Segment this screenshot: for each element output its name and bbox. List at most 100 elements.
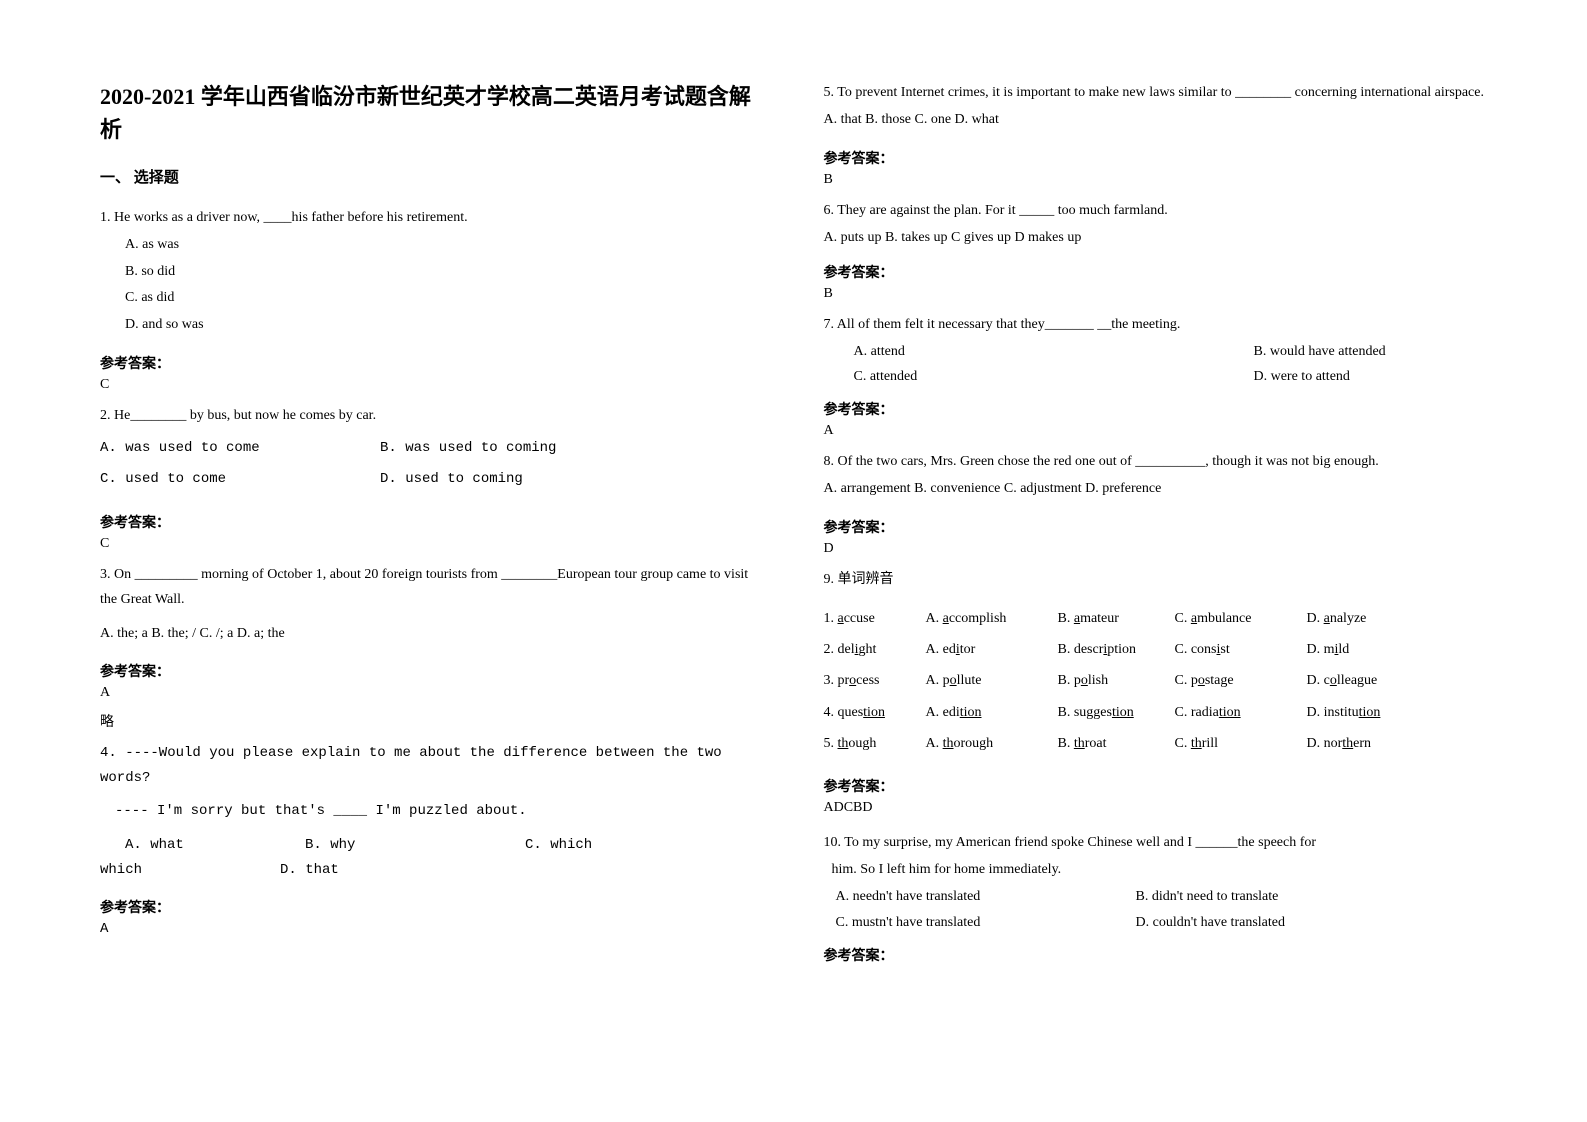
q8-options: A. arrangement B. convenience C. adjustm… [824,476,1488,503]
q8-answer: D [824,541,1488,557]
q3-answer: A [100,685,764,701]
question-10: 10. To my surprise, my American friend s… [824,830,1488,935]
q4-line2: ---- I'm sorry but that's ____ I'm puzzl… [115,799,764,824]
q10-opt-c: C. mustn't have translated [836,910,1136,935]
q9-r1-word: 1. accuse [824,606,904,631]
q9-r2-a: A. editor [926,637,1036,662]
q9-r5-c: C. thrill [1175,731,1285,756]
q4-answer: A [100,921,764,937]
q1-opt-d: D. and so was [125,312,764,339]
q5-answer: B [824,172,1488,188]
q9-r4-word: 4. question [824,700,904,725]
q6-answer: B [824,286,1488,302]
q10-text2: him. So I left him for home immediately. [832,857,1488,882]
q9-r3-b: B. polish [1058,668,1153,693]
q2-opt-a: A. was used to come [100,436,340,461]
q2-opt-b: B. was used to coming [380,436,556,461]
answer-label: 参考答案： [824,776,1488,796]
q9-row1: 1. accuse A. accomplish B. amateur C. am… [824,606,1488,631]
q5-text: 5. To prevent Internet crimes, it is imp… [824,80,1488,105]
q9-r2-word: 2. delight [824,637,904,662]
question-1: 1. He works as a driver now, ____his fat… [100,205,764,339]
q10-opt-b: B. didn't need to translate [1136,884,1279,909]
q1-text: 1. He works as a driver now, ____his fat… [100,205,764,230]
q10-opt-a: A. needn't have translated [836,884,1136,909]
question-8: 8. Of the two cars, Mrs. Green chose the… [824,449,1488,503]
q9-r1-d: D. analyze [1307,606,1367,631]
q1-options: A. as was B. so did C. as did D. and so … [125,232,764,338]
q7-options: A. attend B. would have attended C. atte… [854,339,1488,389]
section-header: 一、 选择题 [100,166,764,187]
q4-opt-b: B. why [305,833,525,858]
answer-label: 参考答案： [100,353,764,373]
q5-options: A. that B. those C. one D. what [824,107,1488,134]
q4-line1: 4. ----Would you please explain to me ab… [100,741,764,791]
q2-opt-d: D. used to coming [380,467,523,492]
q9-r5-word: 5. though [824,731,904,756]
q9-answer: ADCBD [824,800,1488,816]
q7-opt-d: D. were to attend [1254,364,1350,389]
q6-text: 6. They are against the plan. For it ___… [824,198,1488,223]
q3-options: A. the; a B. the; / C. /; a D. a; the [100,621,764,648]
answer-label: 参考答案： [100,897,764,917]
q9-r3-word: 3. process [824,668,904,693]
answer-label: 参考答案： [100,512,764,532]
q9-r4-c: C. radiation [1175,700,1285,725]
q4-opt-a: A. what [125,833,305,858]
q1-opt-c: C. as did [125,285,764,312]
q6-options: A. puts up B. takes up C gives up D make… [824,225,1488,252]
question-3: 3. On _________ morning of October 1, ab… [100,562,764,647]
q1-opt-b: B. so did [125,259,764,286]
q9-r4-b: B. suggestion [1058,700,1153,725]
q9-r1-c: C. ambulance [1175,606,1285,631]
q9-row4: 4. question A. edition B. suggestion C. … [824,700,1488,725]
q9-r5-d: D. northern [1307,731,1372,756]
q9-r3-a: A. pollute [926,668,1036,693]
q9-r3-c: C. postage [1175,668,1285,693]
q9-row2: 2. delight A. editor B. description C. c… [824,637,1488,662]
q9-r4-a: A. edition [926,700,1036,725]
document-title: 2020-2021 学年山西省临汾市新世纪英才学校高二英语月考试题含解析 [100,80,764,146]
answer-label: 参考答案： [824,262,1488,282]
q4-opt-c2: which [100,858,280,883]
question-9: 9. 单词辨音 1. accuse A. accomplish B. amate… [824,567,1488,762]
answer-label: 参考答案： [824,399,1488,419]
answer-label: 参考答案： [824,148,1488,168]
q9-title: 9. 单词辨音 [824,567,1488,592]
q9-r5-a: A. thorough [926,731,1036,756]
answer-label: 参考答案： [824,517,1488,537]
left-column: 2020-2021 学年山西省临汾市新世纪英才学校高二英语月考试题含解析 一、 … [100,80,764,1042]
q1-answer: C [100,377,764,393]
q9-r4-d: D. institution [1307,700,1381,725]
q7-answer: A [824,423,1488,439]
q9-row5: 5. though A. thorough B. throat C. thril… [824,731,1488,756]
question-5: 5. To prevent Internet crimes, it is imp… [824,80,1488,134]
q10-text1: 10. To my surprise, my American friend s… [824,830,1488,855]
answer-label: 参考答案： [824,945,1488,965]
q8-text: 8. Of the two cars, Mrs. Green chose the… [824,449,1488,474]
q9-r3-d: D. colleague [1307,668,1378,693]
question-4: 4. ----Would you please explain to me ab… [100,741,764,883]
q9-r2-b: B. description [1058,637,1153,662]
q9-r1-a: A. accomplish [926,606,1036,631]
q7-opt-b: B. would have attended [1254,339,1386,364]
q1-opt-a: A. as was [125,232,764,259]
answer-label: 参考答案： [100,661,764,681]
q9-r2-c: C. consist [1175,637,1285,662]
question-7: 7. All of them felt it necessary that th… [824,312,1488,390]
q3-text: 3. On _________ morning of October 1, ab… [100,562,764,612]
question-6: 6. They are against the plan. For it ___… [824,198,1488,252]
q9-r2-d: D. mild [1307,637,1350,662]
q4-opt-d: D. that [280,858,339,883]
q2-options: A. was used to come B. was used to comin… [100,436,764,492]
q7-opt-a: A. attend [854,339,1254,364]
q7-text: 7. All of them felt it necessary that th… [824,312,1488,337]
q2-opt-c: C. used to come [100,467,340,492]
q4-opt-c: C. which [525,833,592,858]
q2-text: 2. He________ by bus, but now he comes b… [100,403,764,428]
q10-options: A. needn't have translated B. didn't nee… [836,884,1488,934]
q4-options: A. what B. why C. which which D. that [125,833,764,883]
q2-answer: C [100,536,764,552]
q7-opt-c: C. attended [854,364,1254,389]
q9-row3: 3. process A. pollute B. polish C. posta… [824,668,1488,693]
